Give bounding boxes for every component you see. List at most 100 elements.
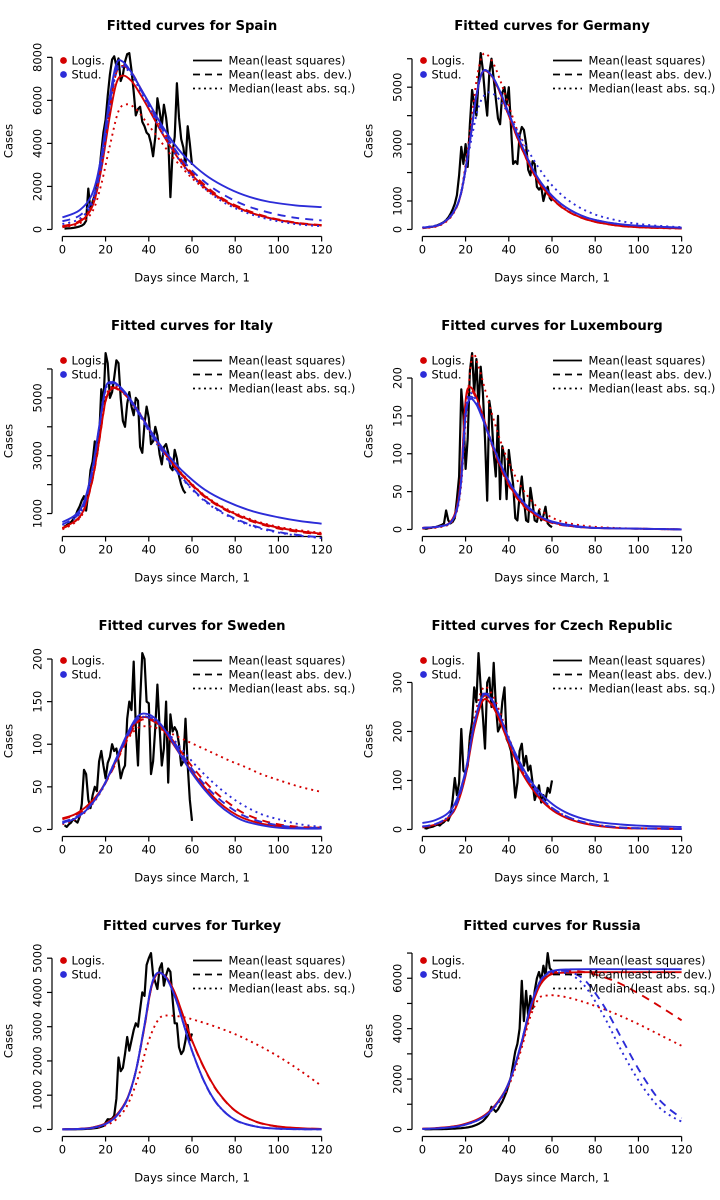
y-tick-label: 200 — [391, 720, 405, 742]
x-axis-title: Days since March, 1 — [134, 871, 250, 885]
legend-label-estimator: Mean(least squares) — [229, 54, 346, 68]
y-tick-label: 0 — [391, 526, 405, 533]
x-tick-label: 0 — [59, 543, 66, 557]
series-stud-mean-least-squares — [62, 59, 322, 219]
x-tick-label: 0 — [59, 1143, 66, 1157]
y-tick-label: 100 — [31, 733, 45, 755]
legend-label-estimator: Median(least abs. sq.) — [229, 682, 356, 696]
legend-marker-stud — [60, 671, 67, 678]
legend-label-estimator: Median(least abs. sq.) — [589, 682, 716, 696]
legend-label-estimator: Mean(least abs. dev.) — [589, 368, 712, 382]
chart-luxembourg: Fitted curves for Luxembourg 0 20 40 60 80 100… — [362, 319, 716, 585]
x-axis: 0 20 40 60 80 100 120 — [59, 535, 333, 557]
legend: Logis.Stud. Mean(least squares)Mean(least… — [60, 954, 355, 996]
x-tick-label: 80 — [588, 1143, 603, 1157]
x-tick-label: 20 — [458, 243, 473, 257]
legend-label-estimator: Mean(least abs. dev.) — [589, 68, 712, 82]
y-tick-label: 5000 — [391, 73, 405, 102]
legend-label-estimator: Mean(least squares) — [589, 654, 706, 668]
legend-label-model: Logis. — [432, 654, 465, 668]
legend: Logis.Stud. Mean(least squares)Mean(least… — [420, 654, 715, 696]
series-logis-median-least-abs-sq — [62, 1014, 323, 1131]
y-axis: 0 1000 2000 3000 4000 5000 — [31, 944, 53, 1133]
y-tick-label: 150 — [31, 691, 45, 713]
series-logis-median-least-abs-sq — [62, 725, 322, 826]
x-axis: 0 20 40 60 80 100 120 — [419, 1135, 693, 1157]
legend-label-model: Logis. — [72, 54, 105, 68]
series-group — [62, 52, 322, 230]
y-axis: 0 50 100 150 200 — [391, 367, 413, 533]
y-axis: 0 50 100 150 200 — [31, 648, 53, 833]
legend-label-estimator: Mean(least squares) — [229, 654, 346, 668]
chart-title: Fitted curves for Spain — [107, 19, 277, 34]
legend-label-estimator: Median(least abs. sq.) — [229, 82, 356, 96]
y-tick-label: 2000 — [391, 1064, 405, 1093]
x-axis-title: Days since March, 1 — [134, 571, 250, 585]
legend-label-model: Logis. — [72, 354, 105, 368]
legend-label-estimator: Mean(least squares) — [229, 954, 346, 968]
y-axis: 0 1000 3000 5000 — [391, 58, 413, 233]
legend-label-estimator: Mean(least abs. dev.) — [589, 968, 712, 982]
x-tick-label: 40 — [501, 843, 516, 857]
y-tick-label: 6000 — [391, 964, 405, 993]
y-tick-label: 4000 — [31, 129, 45, 158]
series-group — [422, 952, 683, 1131]
chart-title: Fitted curves for Russia — [463, 919, 640, 934]
x-axis-title: Days since March, 1 — [134, 1171, 250, 1185]
series-logis-median-least-abs-sq — [422, 994, 683, 1130]
x-tick-label: 120 — [311, 843, 333, 857]
x-tick-label: 60 — [545, 1143, 560, 1157]
chart-italy: Fitted curves for Italy 0 20 40 60 80 100 120 Da… — [2, 319, 356, 585]
y-axis-title: Cases — [362, 724, 376, 758]
chart-cell-germany: Fitted curves for Germany 0 20 40 60 80 100 120… — [360, 0, 720, 300]
series-stud-median-least-abs-sq — [61, 382, 322, 540]
chart-cell-turkey: Fitted curves for Turkey 0 20 40 60 80 100 120 D… — [0, 900, 360, 1200]
x-tick-label: 80 — [228, 843, 243, 857]
series-observed-data — [64, 52, 194, 230]
y-tick-label: 2000 — [31, 172, 45, 201]
y-tick-label: 3000 — [31, 441, 45, 470]
x-tick-label: 100 — [267, 543, 289, 557]
x-axis-title: Days since March, 1 — [494, 571, 610, 585]
x-tick-label: 40 — [501, 1143, 516, 1157]
x-tick-label: 80 — [228, 543, 243, 557]
series-group — [62, 952, 323, 1131]
x-tick-label: 80 — [588, 243, 603, 257]
legend-label-estimator: Mean(least squares) — [229, 354, 346, 368]
y-axis-title: Cases — [362, 424, 376, 458]
x-axis: 0 20 40 60 80 100 120 — [419, 535, 693, 557]
x-tick-label: 60 — [185, 1143, 200, 1157]
x-axis: 0 20 40 60 80 100 120 — [59, 835, 333, 857]
x-tick-label: 100 — [267, 843, 289, 857]
chart-cell-sweden: Fitted curves for Sweden 0 20 40 60 80 100 120 D… — [0, 600, 360, 900]
series-stud-mean-least-abs-dev — [422, 395, 682, 531]
y-tick-label: 8000 — [31, 43, 45, 72]
legend-marker-logis — [60, 57, 67, 64]
legend-label-estimator: Mean(least squares) — [589, 354, 706, 368]
x-tick-label: 40 — [501, 243, 516, 257]
y-tick-label: 0 — [31, 826, 45, 833]
y-tick-label: 4000 — [31, 978, 45, 1007]
series-group — [422, 352, 682, 531]
x-axis: 0 20 40 60 80 100 120 — [59, 1135, 333, 1157]
legend-label-estimator: Mean(least abs. dev.) — [229, 368, 352, 382]
y-tick-label: 6000 — [31, 86, 45, 115]
x-tick-label: 20 — [458, 1143, 473, 1157]
y-tick-label: 100 — [391, 769, 405, 791]
legend-label-model: Stud. — [432, 968, 462, 982]
legend-label-model: Logis. — [432, 54, 465, 68]
x-tick-label: 80 — [588, 843, 603, 857]
x-axis-title: Days since March, 1 — [494, 271, 610, 285]
series-stud-mean-least-abs-dev — [422, 692, 682, 830]
x-axis-title: Days since March, 1 — [494, 1171, 610, 1185]
x-tick-label: 120 — [671, 543, 693, 557]
chart-title: Fitted curves for Italy — [111, 319, 273, 334]
x-tick-label: 100 — [267, 1143, 289, 1157]
chart-cell-czech-republic: Fitted curves for Czech Republic 0 20 40 60 8… — [360, 600, 720, 900]
y-tick-label: 200 — [31, 648, 45, 670]
x-tick-label: 80 — [228, 243, 243, 257]
legend-label-estimator: Mean(least squares) — [589, 54, 706, 68]
x-tick-label: 20 — [458, 843, 473, 857]
legend-label-model: Logis. — [72, 954, 105, 968]
